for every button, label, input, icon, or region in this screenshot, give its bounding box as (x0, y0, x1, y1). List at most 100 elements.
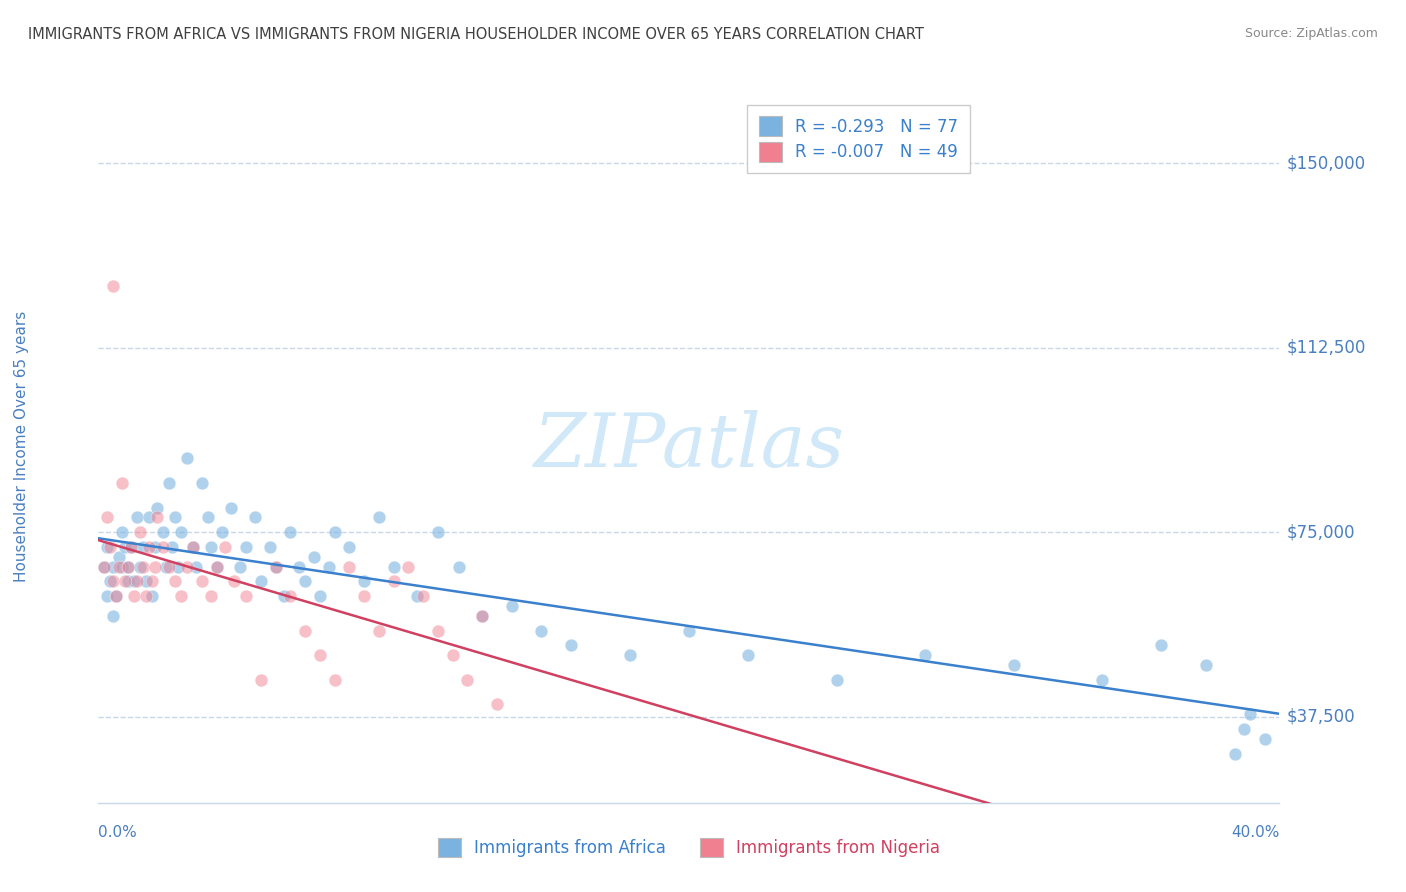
Point (337, 559, 360, 574)
Point (406, 589, 429, 603)
Point (205, 559, 228, 574)
Point (191, 475, 214, 490)
Point (197, 510, 219, 524)
Point (323, 525, 346, 540)
Point (125, 510, 148, 524)
Point (93, 559, 115, 574)
Point (250, 574, 273, 589)
Point (111, 525, 134, 540)
Point (259, 540, 281, 554)
Point (200, 589, 222, 603)
Point (176, 559, 198, 574)
Point (120, 540, 142, 554)
Point (205, 559, 228, 574)
Text: $37,500: $37,500 (1286, 707, 1355, 726)
Point (146, 510, 169, 524)
Point (211, 525, 233, 540)
Point (1254, 731, 1277, 746)
Point (122, 574, 145, 589)
Point (294, 574, 316, 589)
Point (114, 574, 136, 589)
Point (471, 608, 494, 623)
Point (1239, 707, 1261, 722)
Text: IMMIGRANTS FROM AFRICA VS IMMIGRANTS FROM NIGERIA HOUSEHOLDER INCOME OVER 65 YEA: IMMIGRANTS FROM AFRICA VS IMMIGRANTS FRO… (28, 27, 924, 42)
Point (427, 525, 450, 540)
Text: $75,000: $75,000 (1286, 523, 1355, 541)
Point (382, 559, 405, 574)
Point (128, 525, 150, 540)
Point (678, 624, 700, 638)
Point (214, 540, 236, 554)
Point (122, 589, 145, 603)
Point (737, 648, 759, 662)
Point (1195, 658, 1218, 673)
Point (229, 559, 252, 574)
Point (456, 673, 478, 687)
Point (337, 540, 360, 554)
Point (1223, 747, 1246, 761)
Point (170, 589, 193, 603)
Point (288, 559, 311, 574)
Point (135, 589, 157, 603)
Point (170, 525, 193, 540)
Text: 0.0%: 0.0% (98, 825, 138, 840)
Point (105, 589, 128, 603)
Point (98, 540, 121, 554)
Point (619, 648, 641, 662)
Point (309, 648, 332, 662)
Point (117, 559, 139, 574)
Point (294, 624, 316, 638)
Point (1233, 722, 1256, 736)
Point (108, 559, 131, 574)
Point (323, 673, 346, 687)
Text: $150,000: $150,000 (1286, 154, 1365, 172)
Point (235, 540, 257, 554)
Point (117, 574, 139, 589)
Point (191, 574, 214, 589)
Point (117, 559, 139, 574)
Text: 40.0%: 40.0% (1232, 825, 1279, 840)
Point (441, 648, 464, 662)
Point (530, 624, 553, 638)
Point (181, 540, 204, 554)
Point (412, 589, 434, 603)
Point (318, 559, 340, 574)
Text: $112,500: $112,500 (1286, 339, 1365, 357)
Point (96, 540, 118, 554)
Point (114, 540, 136, 554)
Point (141, 589, 163, 603)
Point (146, 500, 169, 515)
Point (143, 540, 166, 554)
Point (138, 540, 160, 554)
Text: Source: ZipAtlas.com: Source: ZipAtlas.com (1244, 27, 1378, 40)
Point (96, 589, 118, 603)
Point (250, 673, 273, 687)
Point (103, 559, 125, 574)
Point (309, 589, 332, 603)
Text: Householder Income Over 65 years: Householder Income Over 65 years (14, 310, 28, 582)
Point (396, 559, 419, 574)
Point (128, 559, 150, 574)
Point (200, 540, 222, 554)
Point (152, 525, 174, 540)
Point (353, 574, 375, 589)
Point (914, 648, 936, 662)
Point (176, 451, 198, 466)
Point (157, 559, 180, 574)
Point (132, 559, 155, 574)
Point (278, 589, 302, 603)
Point (219, 500, 242, 515)
Point (1002, 658, 1025, 673)
Point (486, 698, 509, 712)
Point (302, 549, 325, 564)
Point (108, 549, 131, 564)
Point (273, 589, 295, 603)
Point (353, 589, 375, 603)
Point (501, 599, 523, 613)
Point (427, 624, 450, 638)
Point (157, 475, 180, 490)
Point (111, 559, 134, 574)
Legend: Immigrants from Africa, Immigrants from Nigeria: Immigrants from Africa, Immigrants from … (429, 830, 949, 866)
Point (125, 574, 148, 589)
Point (447, 559, 470, 574)
